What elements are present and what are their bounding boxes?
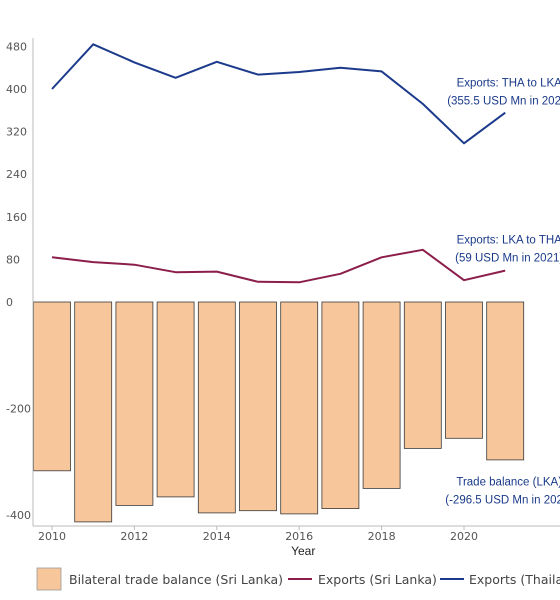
bar-2013 [156,301,195,498]
bar-2017 [321,301,360,510]
bar-2015 [239,301,277,512]
bar-2020 [445,301,483,439]
annotation-exports-lka-line: Exports: LKA to THA [457,234,560,246]
annotation-exports-lka-line: (59 USD Mn in 2021) [455,252,560,264]
x-tick-label: 2014 [203,530,231,543]
line-series [51,43,506,284]
bar-2021 [486,301,525,461]
x-tick-label: 2018 [368,530,396,543]
legend-exports-sri-lanka-label: Exports (Sri Lanka) [318,572,437,587]
legend-exports-thailand-label: Exports (Thailand) [469,572,560,587]
annotation-trade-balance-line: (-296.5 USD Mn in 2021) [445,495,560,507]
y-tick-label: -400 [6,509,31,522]
bar-2019 [403,301,442,449]
x-tick-label: 2020 [450,530,478,543]
y-tick-label: -200 [6,403,31,416]
legend-trade-balance-label: Bilateral trade balance (Sri Lanka) [69,572,283,587]
line-exports-thailand [51,43,506,145]
x-tick-label: 2010 [38,530,66,543]
x-axis-label: Year [291,544,315,558]
bar-2016 [280,301,319,515]
legend-trade-balance-swatch [36,567,62,591]
bar-2014 [197,301,236,514]
bar-series [33,301,525,523]
bar-2010 [33,301,71,472]
y-tick-label: 240 [6,168,27,181]
y-tick-label: 480 [6,40,27,53]
y-tick-label: 400 [6,83,27,96]
y-tick-label: 320 [6,126,27,139]
x-tick-label: 2016 [285,530,313,543]
bar-2012 [115,301,154,506]
axes: 480 400 320 240 160 80 0 -200 -400 2010 2012 2014 20… [6,38,560,543]
annotations: Exports: THA to LKA (355.5 USD Mn in 2021… [445,77,560,506]
bar-2011 [74,301,113,523]
annotation-exports-tha-line: Exports: THA to LKA [457,77,560,89]
y-tick-label: 0 [6,296,13,309]
annotation-trade-balance-line: Trade balance (LKA) [456,477,560,489]
y-tick-label: 80 [6,253,20,266]
y-tick-label: 160 [6,211,27,224]
annotation-exports-tha-line: (355.5 USD Mn in 2021) [447,95,560,107]
x-tick-label: 2012 [120,530,148,543]
line-exports-sri-lanka [51,248,506,284]
legend: Bilateral trade balance (Sri Lanka) Expor… [36,567,560,591]
bar-2018 [362,301,401,489]
